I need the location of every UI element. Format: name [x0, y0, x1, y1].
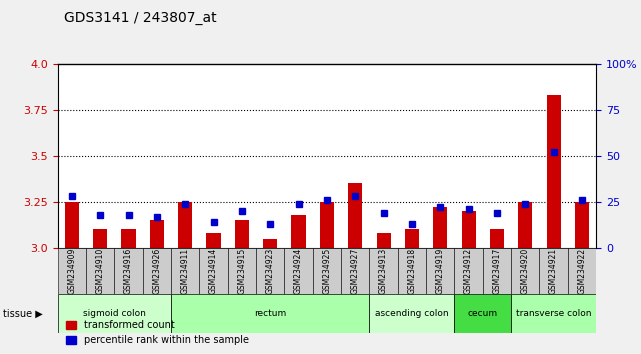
- Bar: [121, 229, 136, 248]
- Text: GSM234911: GSM234911: [181, 248, 190, 294]
- Text: GSM234922: GSM234922: [578, 248, 587, 294]
- Bar: [171, 294, 369, 333]
- Text: GSM234919: GSM234919: [436, 248, 445, 294]
- Bar: [405, 229, 419, 248]
- Bar: [490, 229, 504, 248]
- Bar: [454, 248, 483, 294]
- Bar: [228, 248, 256, 294]
- Text: ascending colon: ascending colon: [375, 309, 449, 318]
- Bar: [348, 183, 362, 248]
- Bar: [518, 202, 533, 248]
- Bar: [426, 248, 454, 294]
- Bar: [86, 248, 114, 294]
- Bar: [568, 248, 596, 294]
- Bar: [285, 248, 313, 294]
- Text: GSM234916: GSM234916: [124, 248, 133, 294]
- Text: GSM234912: GSM234912: [464, 248, 473, 294]
- Bar: [511, 248, 540, 294]
- Bar: [171, 248, 199, 294]
- Bar: [263, 239, 278, 248]
- Bar: [256, 248, 285, 294]
- Text: GSM234924: GSM234924: [294, 248, 303, 294]
- Text: tissue ▶: tissue ▶: [3, 308, 43, 318]
- Bar: [320, 202, 334, 248]
- Bar: [58, 294, 171, 333]
- Text: transverse colon: transverse colon: [516, 309, 592, 318]
- Bar: [341, 248, 369, 294]
- Bar: [369, 248, 398, 294]
- Bar: [575, 202, 589, 248]
- Bar: [143, 248, 171, 294]
- Text: GSM234926: GSM234926: [153, 248, 162, 294]
- Legend: transformed count, percentile rank within the sample: transformed count, percentile rank withi…: [63, 316, 253, 349]
- Bar: [93, 229, 107, 248]
- Text: GSM234915: GSM234915: [237, 248, 246, 294]
- Bar: [235, 220, 249, 248]
- Bar: [58, 248, 86, 294]
- Bar: [292, 215, 306, 248]
- Bar: [206, 233, 221, 248]
- Text: rectum: rectum: [254, 309, 287, 318]
- Bar: [398, 248, 426, 294]
- Bar: [150, 220, 164, 248]
- Text: GSM234917: GSM234917: [492, 248, 501, 294]
- Text: GSM234909: GSM234909: [67, 247, 76, 294]
- Bar: [540, 248, 568, 294]
- Bar: [313, 248, 341, 294]
- Bar: [114, 248, 143, 294]
- Bar: [65, 202, 79, 248]
- Text: sigmoid colon: sigmoid colon: [83, 309, 146, 318]
- Text: cecum: cecum: [468, 309, 498, 318]
- Bar: [178, 202, 192, 248]
- Text: GSM234925: GSM234925: [322, 248, 331, 294]
- Text: GSM234927: GSM234927: [351, 248, 360, 294]
- Text: GSM234910: GSM234910: [96, 248, 104, 294]
- Bar: [199, 248, 228, 294]
- Bar: [511, 294, 596, 333]
- Bar: [376, 233, 390, 248]
- Bar: [454, 294, 511, 333]
- Bar: [369, 294, 454, 333]
- Text: GSM234918: GSM234918: [408, 248, 417, 294]
- Text: GSM234921: GSM234921: [549, 248, 558, 294]
- Text: GDS3141 / 243807_at: GDS3141 / 243807_at: [64, 11, 217, 25]
- Bar: [483, 248, 511, 294]
- Text: GSM234923: GSM234923: [266, 248, 275, 294]
- Bar: [433, 207, 447, 248]
- Text: GSM234920: GSM234920: [520, 248, 529, 294]
- Bar: [547, 95, 561, 248]
- Text: GSM234914: GSM234914: [209, 248, 218, 294]
- Text: GSM234913: GSM234913: [379, 248, 388, 294]
- Bar: [462, 211, 476, 248]
